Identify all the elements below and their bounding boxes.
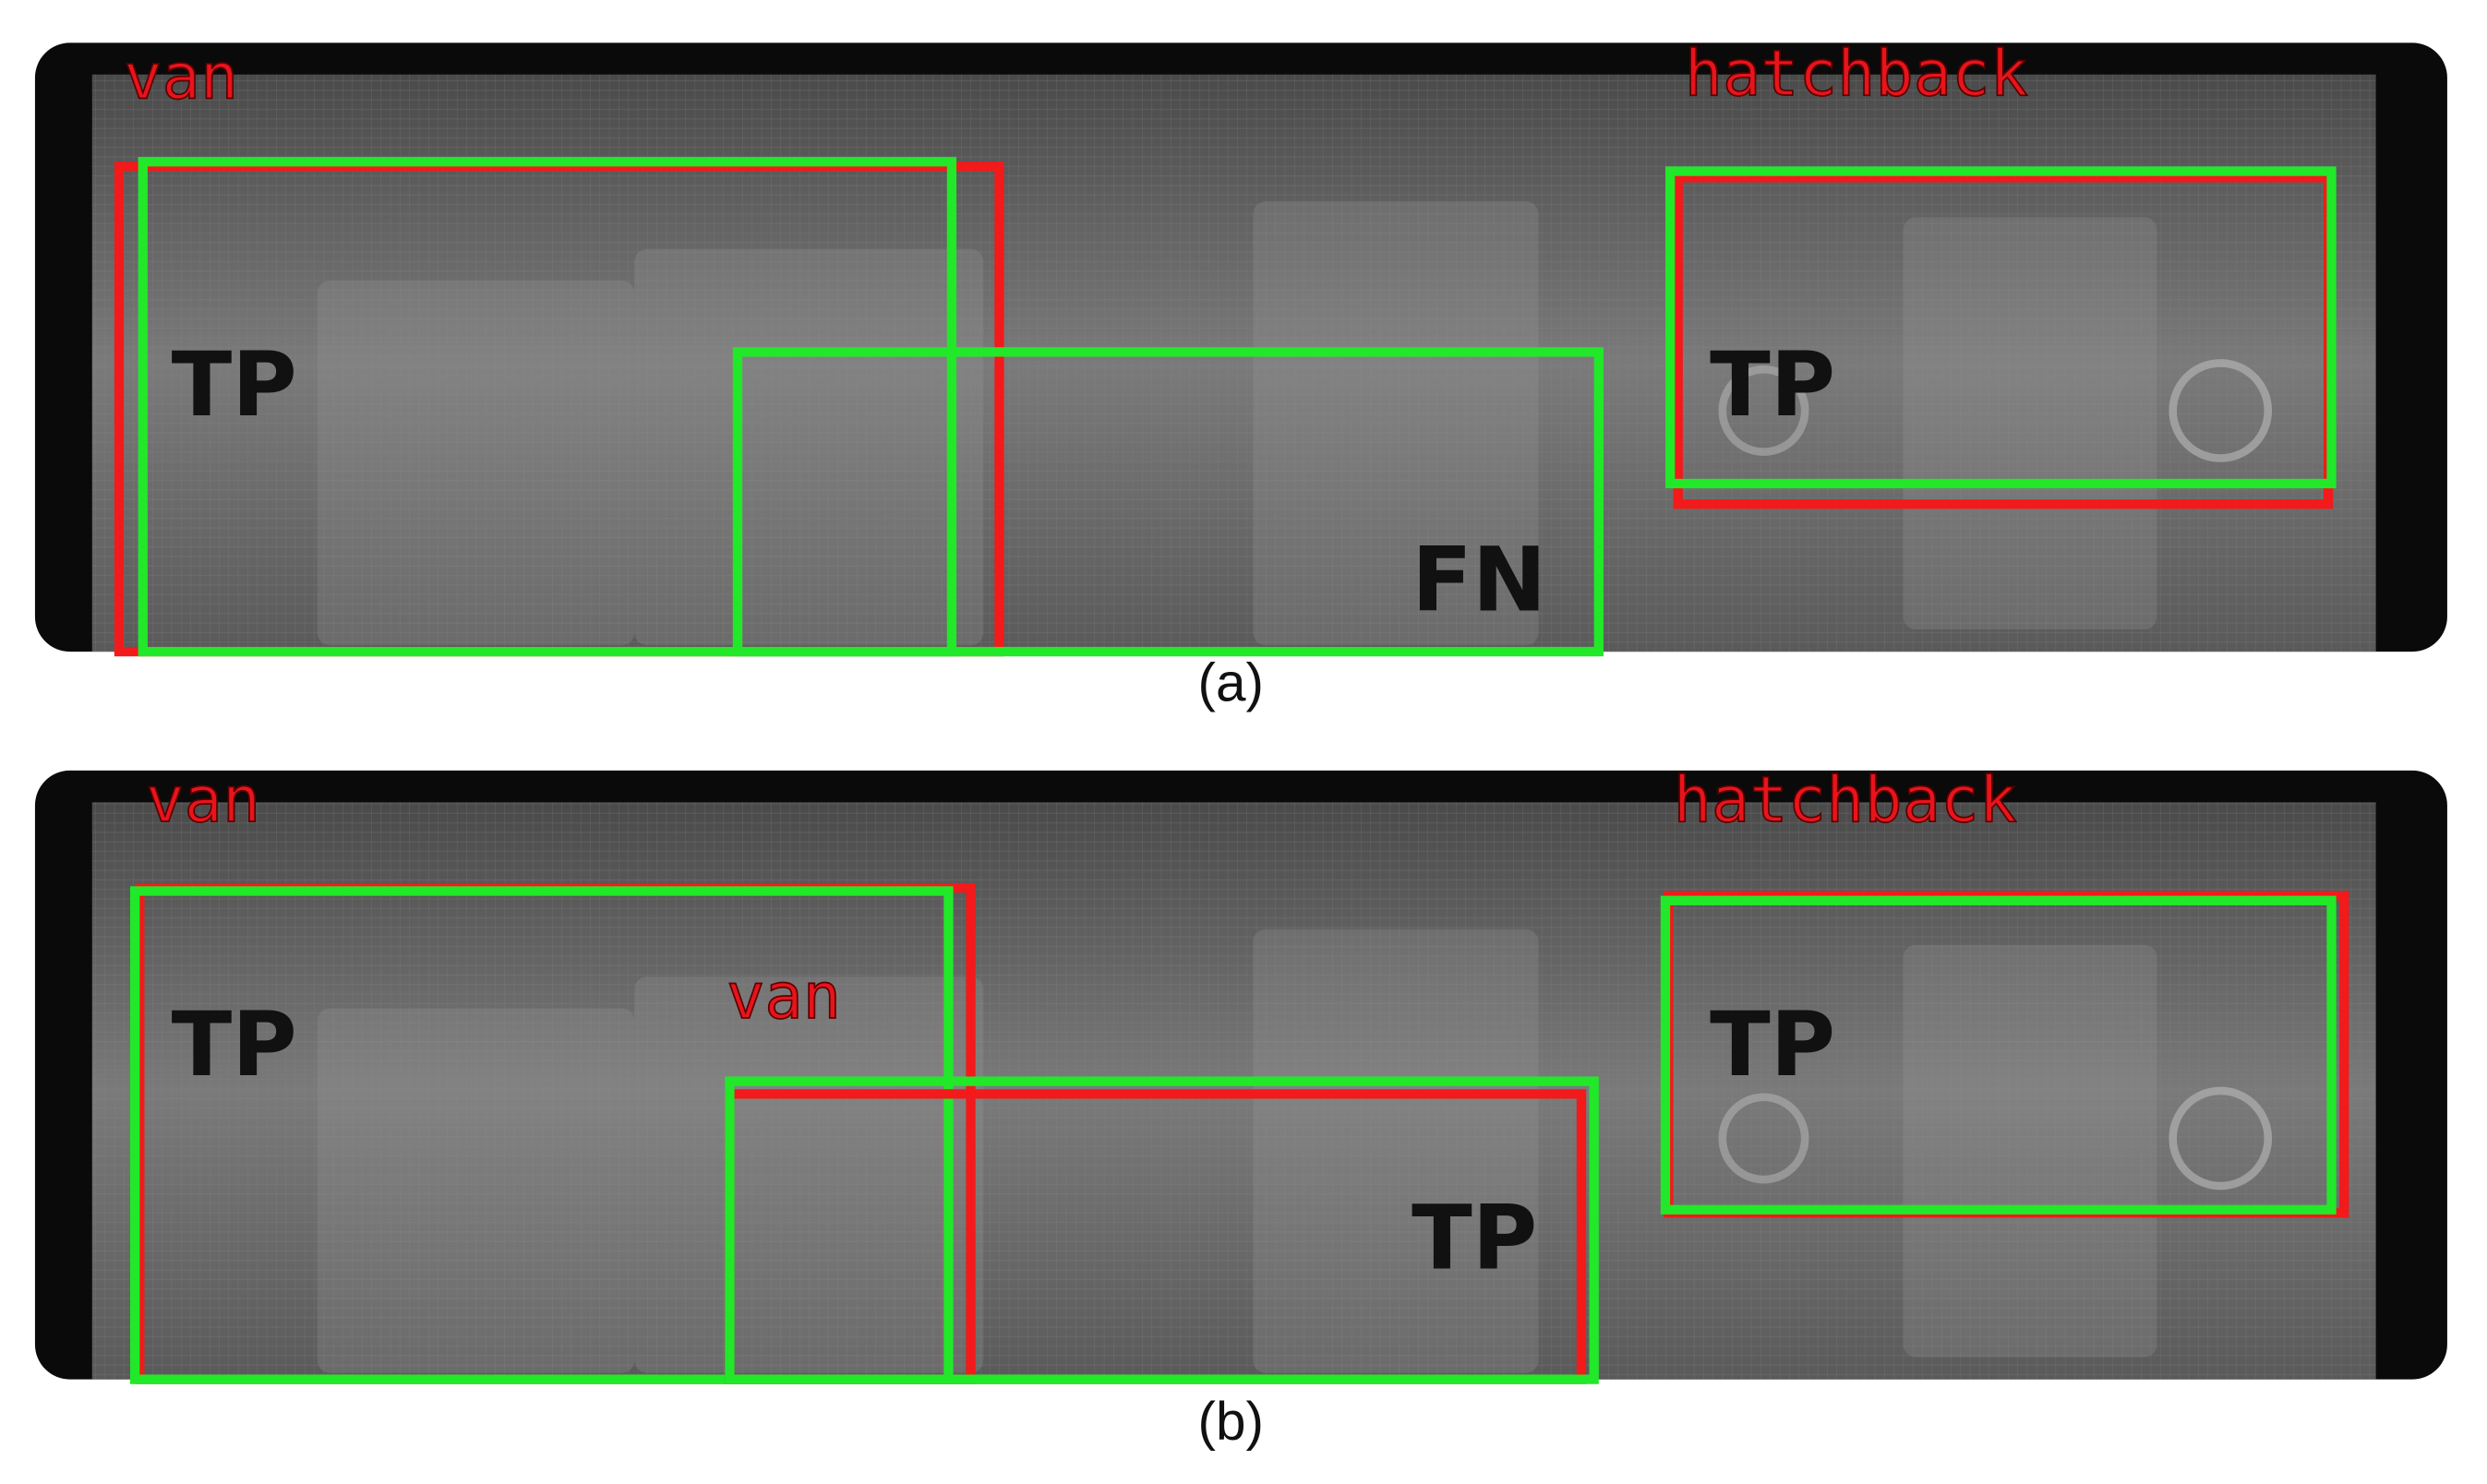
cargo-shape xyxy=(634,976,984,1373)
detection-box xyxy=(1664,166,2337,489)
annotation: FN xyxy=(1412,528,1546,631)
wheel xyxy=(2169,1086,2273,1191)
cargo-shape xyxy=(1253,201,1539,646)
cargo-shape xyxy=(1903,944,2157,1358)
annotation: TP xyxy=(1710,993,1835,1096)
annotation: TP xyxy=(172,333,297,437)
cargo-shape xyxy=(1253,928,1539,1373)
detection-box xyxy=(130,886,954,1384)
detection-box xyxy=(138,157,957,657)
cargo-shape xyxy=(317,1008,635,1373)
annotation: TP xyxy=(172,993,297,1096)
class-label: hatchback xyxy=(1674,763,2017,837)
cargo-shape xyxy=(317,281,635,646)
caption: (b) xyxy=(1198,1392,1264,1452)
class-label: van xyxy=(124,41,238,114)
annotation: TP xyxy=(1412,1186,1537,1289)
cargo-shape xyxy=(634,248,984,646)
wheel xyxy=(1718,1093,1809,1184)
class-label: van xyxy=(146,763,260,837)
wheel xyxy=(2169,359,2273,462)
annotation: TP xyxy=(1710,333,1835,437)
wheel xyxy=(1718,365,1809,456)
detection-box xyxy=(725,1076,1599,1384)
caption: (a) xyxy=(1198,652,1264,712)
class-label: van xyxy=(727,960,841,1034)
class-label: hatchback xyxy=(1685,37,2028,111)
cargo-shape xyxy=(1903,217,2157,630)
detection-box xyxy=(732,347,1604,657)
detection-box xyxy=(1660,895,2337,1215)
